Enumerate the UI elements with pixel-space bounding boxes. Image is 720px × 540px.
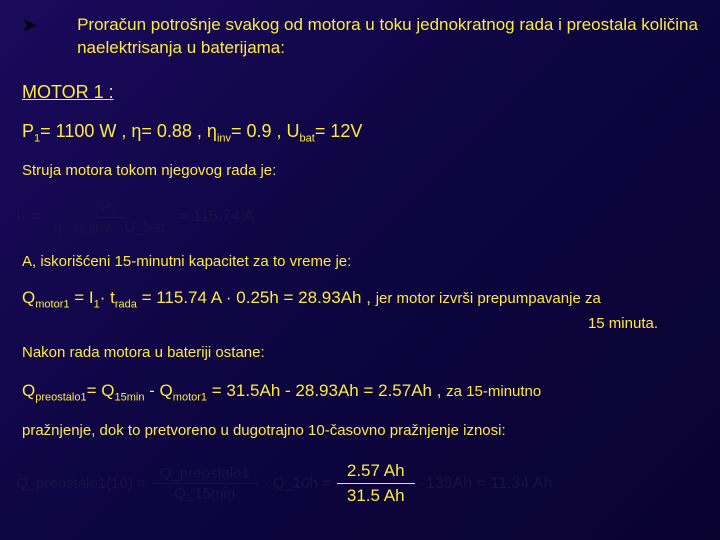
motor-heading: MOTOR 1 : <box>22 82 698 103</box>
q-sym: Q <box>22 288 35 307</box>
p-label: P <box>22 121 34 141</box>
q2-s2: 15min <box>114 392 144 404</box>
q2-s1: preostalo1 <box>35 392 86 404</box>
inv-val: = 0.9 , U <box>231 121 300 141</box>
qmotor-line: Qmotor1 = I1· trada = 115.74 A · 0.25h =… <box>22 286 698 334</box>
f2-frac1: Q_preostalo1 Q_15min <box>152 464 258 503</box>
f2-den2: 31.5 Ah <box>337 484 415 508</box>
formula-remaining: Q_preostalo1(10) = Q_preostalo1 Q_15min … <box>16 455 698 513</box>
q2-sym: Q <box>22 381 35 400</box>
intro-text: Proračun potrošnje svakog od motora u to… <box>77 14 698 60</box>
formula-current: I₁ = P₁ η · η_inv · U_bat = 115.74 A <box>16 191 698 243</box>
q-jer: jer motor izvrši prepumpavanje za <box>376 290 601 307</box>
parameters-line: P1= 1100 W , η= 0.88 , ηinv= 0.9 , Ubat=… <box>22 121 698 145</box>
q-cont: 15 minuta. <box>22 313 698 334</box>
current-intro: Struja motora tokom njegovog rada je: <box>22 162 698 179</box>
q-mid: · t <box>100 288 115 307</box>
after-line: Nakon rada motora u bateriji ostane: <box>22 344 698 361</box>
capacity-intro: A, iskorišćeni 15-minutni kapacitet za t… <box>22 253 698 270</box>
f2-rhs: ·139Ah = 11.34 Ah <box>421 476 553 492</box>
f2-lhs: Q_preostalo1(10) = <box>16 476 146 491</box>
q-rest: = 115.74 A · 0.25h = 28.93Ah , <box>137 288 371 307</box>
bullet-icon: ➤ <box>22 14 37 37</box>
bat-sub: bat <box>300 132 315 144</box>
q2-vals: = 31.5Ah - 28.93Ah = 2.57Ah , <box>207 381 446 400</box>
p-val: = 1100 W , η= 0.88 , η <box>40 121 217 141</box>
inv-sub: inv <box>217 132 231 144</box>
f2-frac2: 2.57 Ah 31.5 Ah <box>337 459 415 508</box>
final-text: pražnjenje, dok to pretvoreno u dugotraj… <box>22 422 698 439</box>
q2-s3: motor1 <box>173 392 207 404</box>
q-eq1: = I <box>69 288 93 307</box>
q-sub3: rada <box>115 299 137 311</box>
q-sub1: motor1 <box>35 299 69 311</box>
q2-minus: - Q <box>144 381 172 400</box>
f1-rhs: = 115.74 A <box>179 209 255 225</box>
f2-num1: Q_preostalo1 <box>152 464 258 484</box>
q2-eq: = Q <box>87 381 115 400</box>
f1-num: P₁ <box>94 198 125 218</box>
f1-den: η · η_inv · U_bat <box>46 218 173 237</box>
f2-mid: · Q_10h = <box>264 476 331 491</box>
f1-fraction: P₁ η · η_inv · U_bat <box>46 198 173 237</box>
f1-lhs: I₁ = <box>16 209 40 225</box>
intro-block: ➤ Proračun potrošnje svakog od motora u … <box>22 14 698 60</box>
q2-za: za 15-minutno <box>446 383 541 400</box>
f2-den1: Q_15min <box>166 484 243 503</box>
bat-val: = 12V <box>315 121 363 141</box>
f2-num2: 2.57 Ah <box>337 459 415 484</box>
qremain-line: Qpreostalo1= Q15min - Qmotor1 = 31.5Ah -… <box>22 381 698 403</box>
